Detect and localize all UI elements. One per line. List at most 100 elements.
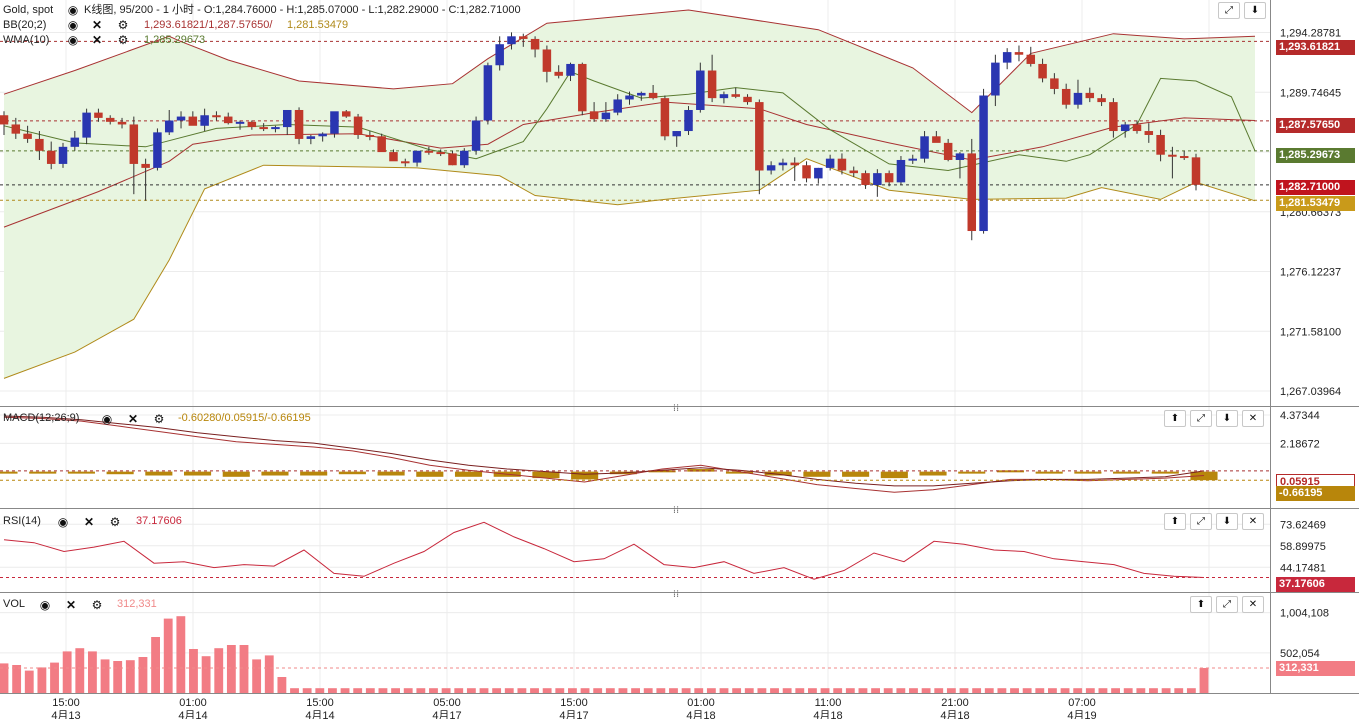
- volume-bar: [631, 688, 640, 693]
- candlestick: [578, 63, 587, 112]
- gear-icon[interactable]: ⚙: [117, 18, 129, 32]
- candlestick: [861, 173, 870, 185]
- macd-signal-tag: 0.05915: [1276, 474, 1355, 489]
- volume-bar: [946, 688, 956, 693]
- gear-icon[interactable]: ⚙: [109, 515, 121, 529]
- gear-icon[interactable]: ⚙: [117, 33, 129, 47]
- eye-icon[interactable]: ◉: [101, 412, 113, 426]
- volume-bar: [934, 688, 944, 693]
- move-down-icon[interactable]: ⬇: [1216, 410, 1238, 427]
- candlestick: [223, 116, 233, 124]
- volume-bar: [909, 688, 918, 693]
- volume-bar: [568, 688, 577, 693]
- candlestick: [436, 152, 445, 155]
- maximize-icon[interactable]: ⤢: [1190, 410, 1212, 427]
- close-icon[interactable]: ✕: [127, 412, 139, 426]
- rsi-tag: 37.17606: [1276, 577, 1355, 592]
- volume-bar: [795, 688, 805, 693]
- volume-bar: [1073, 688, 1083, 693]
- volume-bar: [593, 688, 603, 693]
- wma-label: WMA(10): [3, 34, 50, 46]
- macd-histogram-bar: [261, 471, 289, 476]
- volume-bar: [403, 688, 413, 693]
- candlestick: [176, 116, 186, 121]
- candlestick: [778, 162, 788, 166]
- macd-histogram-bar: [1113, 471, 1141, 474]
- date-tick-label: 4月13: [51, 710, 80, 719]
- close-pane-icon[interactable]: ✕: [1242, 513, 1264, 530]
- maximize-icon[interactable]: ⤢: [1218, 2, 1240, 19]
- eye-icon[interactable]: ◉: [67, 3, 79, 17]
- volume-bar: [12, 665, 22, 693]
- volume-bar: [50, 662, 59, 693]
- maximize-icon[interactable]: ⤢: [1190, 513, 1212, 530]
- close-icon[interactable]: ✕: [91, 18, 103, 32]
- move-up-icon[interactable]: ⬆: [1164, 410, 1186, 427]
- eye-icon[interactable]: ◉: [39, 598, 51, 612]
- candlestick: [448, 153, 457, 166]
- volume-bar: [201, 656, 211, 693]
- candlestick: [943, 142, 953, 160]
- date-tick-label: 4月18: [940, 710, 969, 719]
- volume-bar: [555, 688, 565, 693]
- candlestick: [471, 120, 481, 151]
- volume-bar: [808, 688, 817, 693]
- candlestick: [259, 127, 268, 130]
- volume-bar: [681, 688, 691, 693]
- candlestick: [1073, 92, 1083, 105]
- candlestick: [401, 161, 410, 164]
- candlestick: [507, 36, 516, 45]
- move-down-icon[interactable]: ⬇: [1244, 2, 1266, 19]
- date-tick-label: 4月17: [559, 710, 588, 719]
- volume-bar: [163, 618, 173, 693]
- candlestick: [105, 117, 115, 122]
- candlestick: [802, 165, 811, 179]
- close-pane-icon[interactable]: ✕: [1242, 596, 1264, 613]
- eye-icon[interactable]: ◉: [67, 18, 79, 32]
- close-pane-icon[interactable]: ✕: [1242, 410, 1264, 427]
- candlestick: [589, 111, 599, 120]
- time-tick-label: 15:00: [306, 697, 334, 709]
- candlestick: [1002, 52, 1012, 63]
- candlestick: [412, 150, 422, 163]
- volume-bar: [0, 663, 9, 693]
- eye-icon[interactable]: ◉: [57, 515, 69, 529]
- candlestick: [660, 98, 670, 137]
- rsi-value: 37.17606: [136, 515, 182, 527]
- bb-lower-tag: 1,281.53479: [1276, 196, 1355, 211]
- time-tick-label: 21:00: [941, 697, 969, 709]
- candlestick: [0, 115, 9, 125]
- candlestick: [530, 38, 540, 50]
- candlestick: [719, 94, 729, 99]
- eye-icon[interactable]: ◉: [67, 33, 79, 47]
- candlestick: [271, 127, 280, 130]
- volume-bar: [1174, 688, 1184, 693]
- pane-resize-grip: ⁞⁞: [673, 589, 679, 600]
- move-down-icon[interactable]: ⬇: [1216, 513, 1238, 530]
- maximize-icon[interactable]: ⤢: [1216, 596, 1238, 613]
- candlestick: [1014, 52, 1024, 55]
- pane-resize-grip: ⁞⁞: [673, 403, 679, 414]
- volume-bar: [1149, 688, 1158, 693]
- candlestick: [1191, 157, 1201, 185]
- candlestick: [1179, 156, 1189, 159]
- candlestick: [495, 44, 504, 66]
- volume-bar: [416, 688, 426, 693]
- candlestick: [424, 150, 434, 153]
- volume-bar: [479, 688, 489, 693]
- move-up-icon[interactable]: ⬆: [1164, 513, 1186, 530]
- candlestick: [873, 173, 882, 185]
- gear-icon[interactable]: ⚙: [153, 412, 165, 426]
- candlestick: [365, 134, 375, 137]
- close-icon[interactable]: ✕: [83, 515, 95, 529]
- volume-bar: [504, 688, 514, 693]
- volume-bar: [24, 670, 34, 693]
- macd-histogram-bar: [0, 471, 18, 474]
- close-icon[interactable]: ✕: [91, 33, 103, 47]
- price-tick-label: 1,271.58100: [1280, 326, 1341, 338]
- move-up-icon[interactable]: ⬆: [1190, 596, 1212, 613]
- candlestick: [294, 109, 304, 139]
- gear-icon[interactable]: ⚙: [91, 598, 103, 612]
- close-icon[interactable]: ✕: [65, 598, 77, 612]
- volume-bar: [605, 688, 615, 693]
